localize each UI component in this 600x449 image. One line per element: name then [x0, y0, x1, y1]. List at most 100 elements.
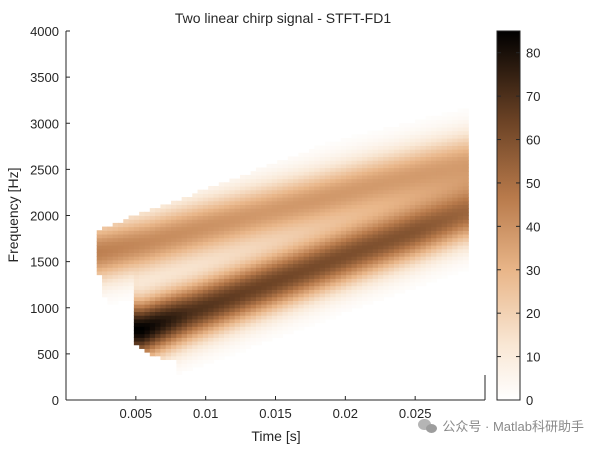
spectrogram-cell — [452, 259, 459, 265]
spectrogram-cell — [378, 230, 384, 235]
spectrogram-cell — [309, 215, 315, 220]
spectrogram-cell — [399, 167, 406, 172]
spectrogram-cell — [234, 233, 241, 239]
spectrogram-cell — [404, 211, 411, 217]
spectrogram-cell — [319, 278, 326, 283]
spectrogram-cell — [452, 230, 459, 235]
spectrogram-cell — [282, 185, 289, 191]
spectrogram-cell — [107, 300, 114, 305]
spectrogram-cell — [208, 322, 215, 327]
spectrogram-cell — [319, 267, 326, 272]
spectrogram-cell — [160, 289, 167, 294]
spectrogram-cell — [319, 281, 326, 287]
spectrogram-cell — [277, 296, 284, 301]
x-tick-label: 0.005 — [120, 406, 153, 421]
spectrogram-cell — [314, 285, 321, 290]
spectrogram-cell — [404, 241, 411, 246]
spectrogram-cell — [415, 219, 422, 224]
spectrogram-cell — [171, 274, 177, 279]
spectrogram-cell — [192, 259, 199, 265]
spectrogram-cell — [144, 252, 151, 257]
spectrogram-cell — [447, 171, 453, 176]
spectrogram-cell — [171, 326, 177, 331]
spectrogram-cell — [441, 112, 448, 117]
spectrogram-cell — [399, 219, 406, 224]
spectrogram-cell — [218, 352, 225, 357]
spectrogram-cell — [425, 278, 432, 283]
spectrogram-cell — [319, 200, 326, 206]
spectrogram-cell — [245, 278, 252, 283]
spectrogram-cell — [436, 193, 443, 198]
spectrogram-cell — [250, 326, 257, 331]
spectrogram-cell — [186, 200, 193, 206]
spectrogram-cell — [351, 278, 358, 283]
spectrogram-cell — [255, 337, 262, 342]
spectrogram-cell — [133, 248, 140, 253]
spectrogram-cell — [181, 248, 188, 253]
spectrogram-cell — [293, 182, 300, 187]
spectrogram-cell — [165, 322, 172, 327]
spectrogram-cell — [277, 204, 284, 209]
spectrogram-cell — [287, 252, 294, 257]
spectrogram-cell — [293, 237, 300, 242]
spectrogram-cell — [224, 215, 231, 220]
spectrogram-cell — [399, 252, 406, 257]
spectrogram-cell — [441, 156, 448, 161]
spectrogram-cell — [229, 289, 236, 294]
spectrogram-cell — [378, 149, 384, 154]
spectrogram-cell — [309, 318, 315, 324]
spectrogram-cell — [335, 189, 342, 194]
spectrogram-cell — [245, 289, 252, 294]
spectrogram-cell — [447, 237, 453, 242]
spectrogram-cell — [266, 222, 273, 228]
spectrogram-cell — [261, 211, 268, 217]
spectrogram-cell — [441, 134, 448, 139]
spectrogram-cell — [128, 245, 135, 250]
spectrogram-cell — [330, 270, 337, 276]
spectrogram-cell — [399, 163, 406, 169]
spectrogram-cell — [282, 160, 289, 165]
spectrogram-cell — [340, 171, 347, 176]
spectrogram-cell — [197, 322, 204, 327]
spectrogram-cell — [298, 326, 305, 331]
spectrogram-cell — [314, 145, 321, 150]
spectrogram-cell — [155, 329, 162, 335]
spectrogram-cell — [452, 204, 459, 209]
spectrogram-cell — [378, 270, 384, 276]
spectrogram-cell — [102, 263, 108, 268]
spectrogram-cell — [314, 189, 321, 194]
spectrogram-cell — [176, 292, 183, 298]
spectrogram-cell — [213, 318, 220, 324]
spectrogram-cell — [176, 355, 183, 361]
spectrogram-cell — [277, 193, 284, 198]
spectrogram-cell — [303, 281, 310, 287]
spectrogram-cell — [399, 178, 406, 183]
spectrogram-cell — [388, 222, 395, 228]
spectrogram-cell — [420, 197, 427, 202]
spectrogram-cell — [112, 237, 119, 242]
spectrogram-cell — [319, 160, 326, 165]
spectrogram-cell — [452, 189, 459, 194]
spectrogram-cell — [240, 230, 246, 235]
spectrogram-cell — [181, 241, 188, 246]
spectrogram-cell — [208, 211, 215, 217]
spectrogram-cell — [436, 189, 443, 194]
spectrogram-cell — [287, 263, 294, 268]
spectrogram-cell — [165, 222, 172, 228]
spectrogram-cell — [372, 185, 379, 191]
spectrogram-cell — [176, 311, 183, 316]
spectrogram-cell — [415, 145, 422, 150]
spectrogram-cell — [287, 267, 294, 272]
spectrogram-cell — [112, 300, 119, 305]
spectrogram-cell — [314, 245, 321, 250]
spectrogram-cell — [224, 241, 231, 246]
spectrogram-cell — [409, 256, 416, 261]
spectrogram-cell — [441, 208, 448, 213]
spectrogram-cell — [388, 130, 395, 135]
spectrogram-cell — [102, 292, 108, 298]
spectrogram-cell — [462, 204, 469, 209]
spectrogram-cell — [393, 289, 400, 294]
spectrogram-cell — [176, 352, 183, 357]
spectrogram-cell — [362, 292, 369, 298]
spectrogram-cell — [160, 322, 167, 327]
